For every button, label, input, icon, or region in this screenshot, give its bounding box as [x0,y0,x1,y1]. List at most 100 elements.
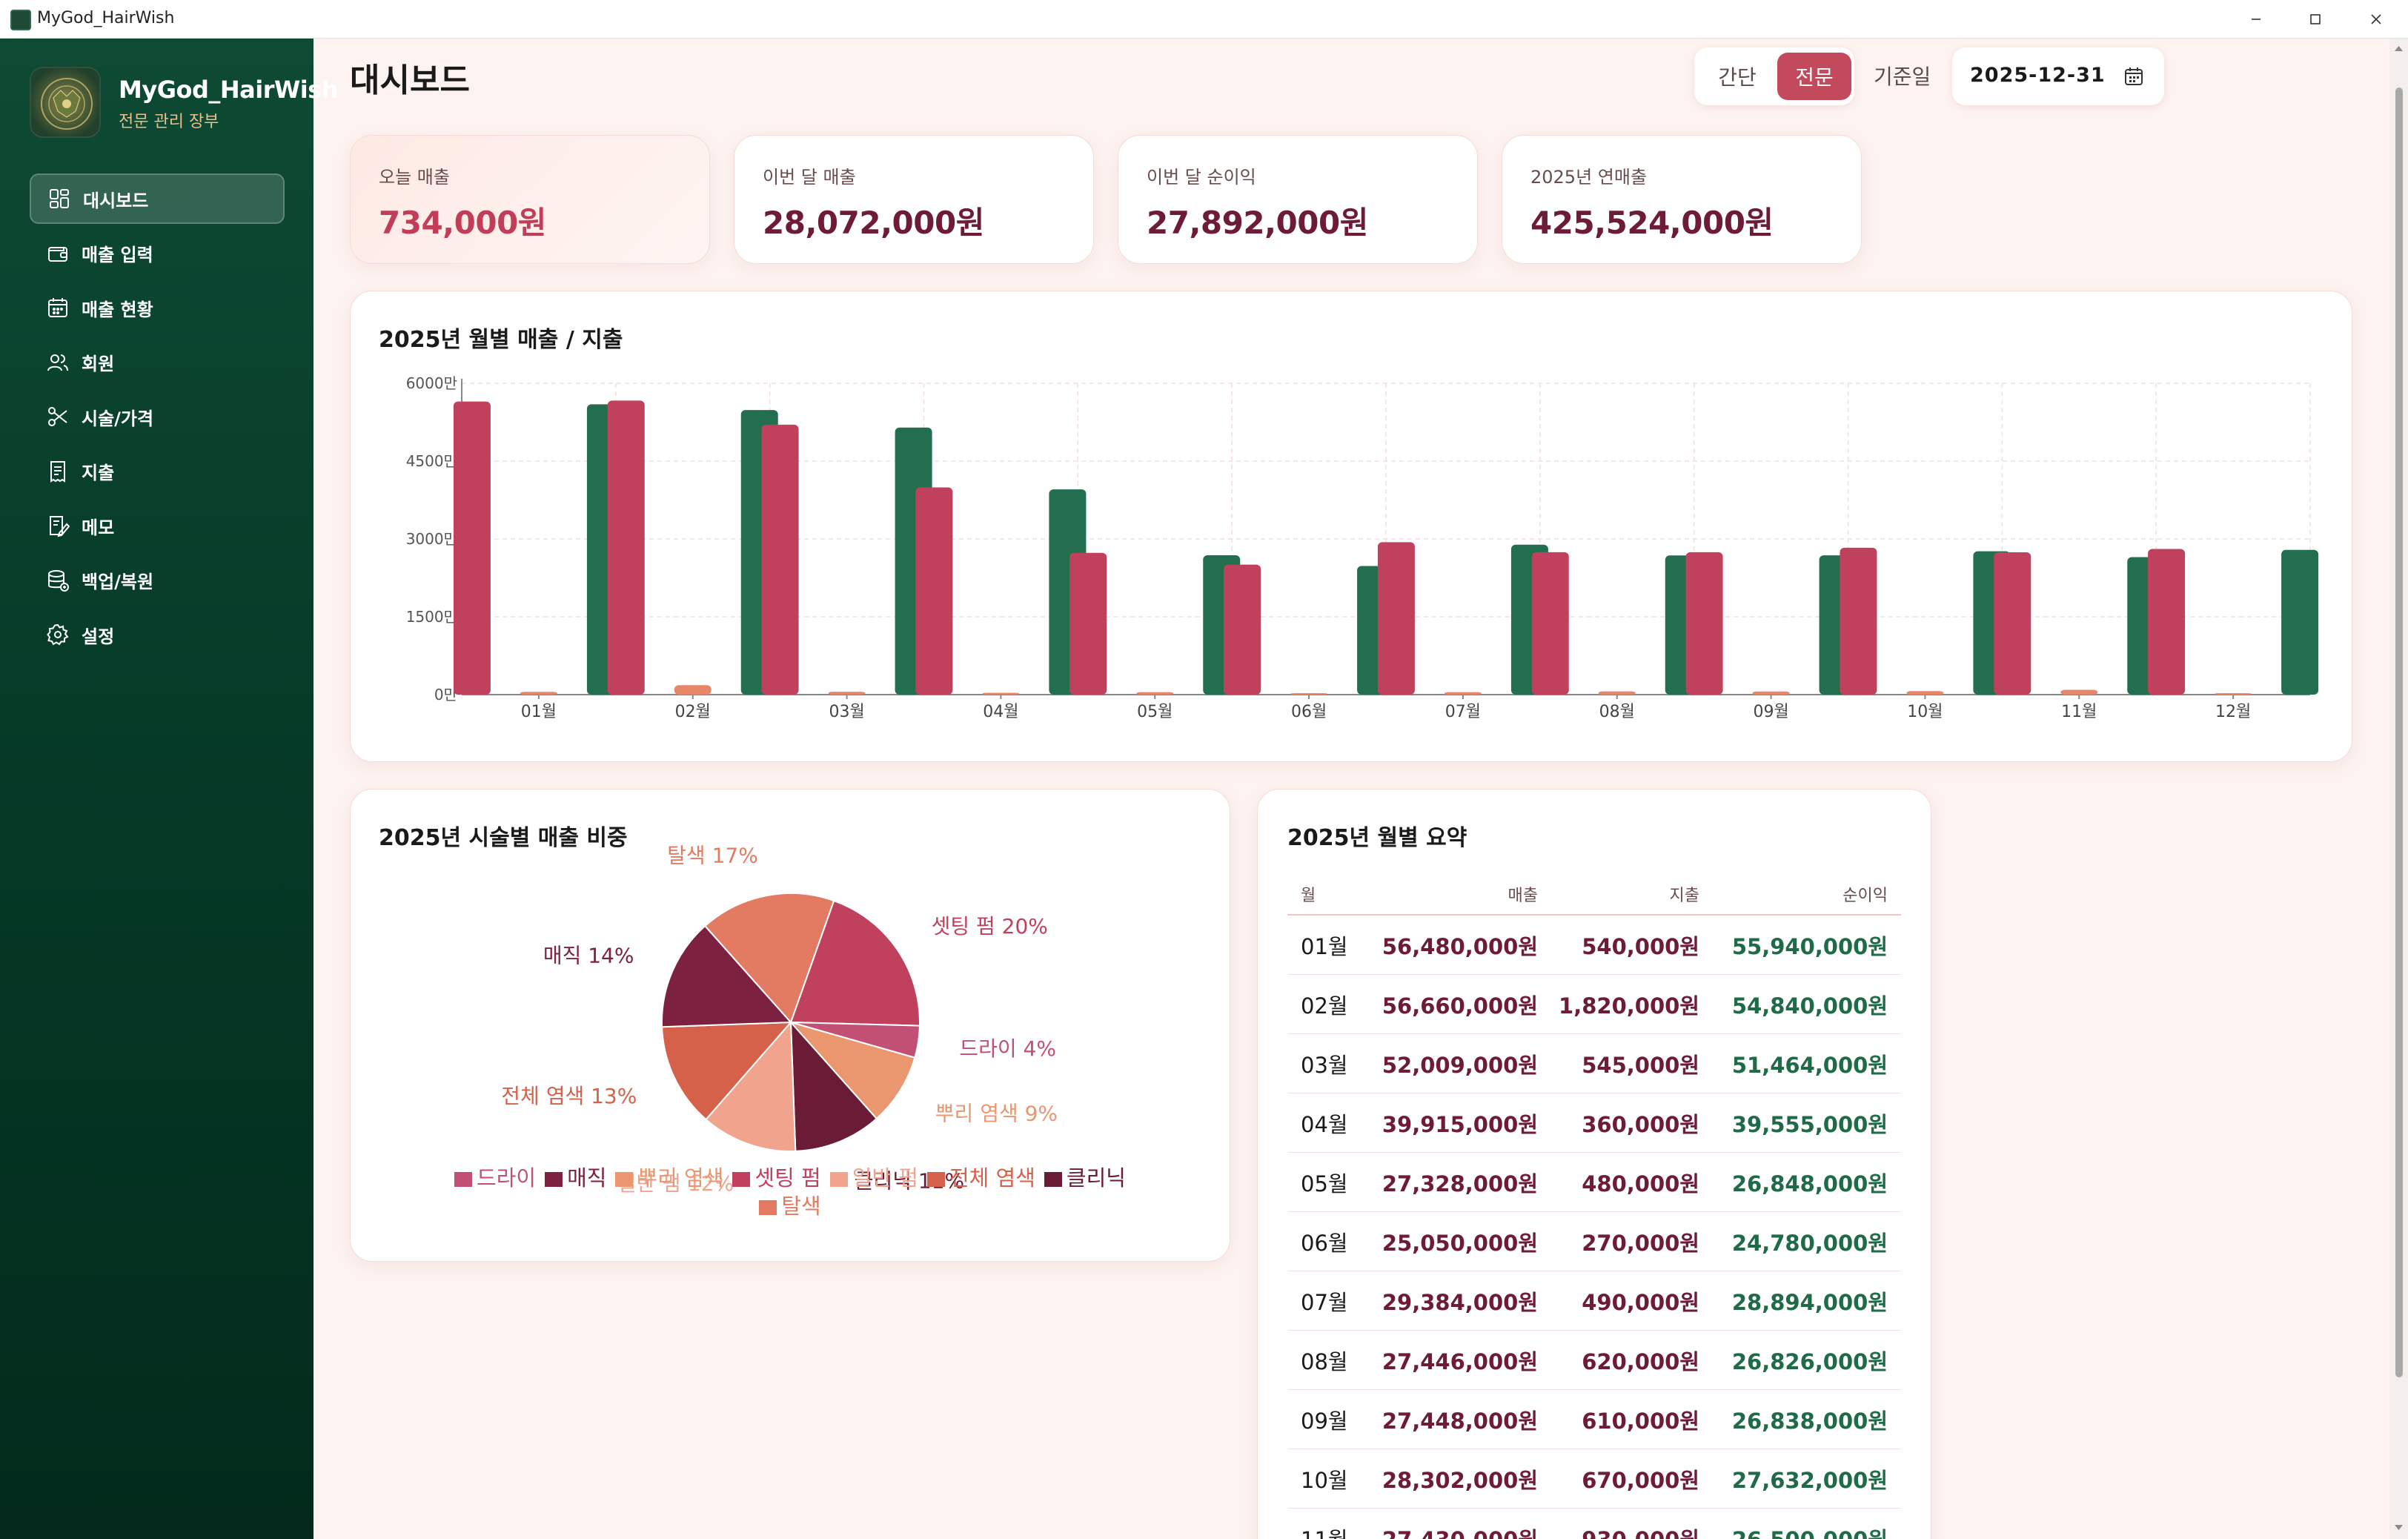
bar-revenue[interactable] [1377,542,1415,695]
close-button[interactable] [2342,0,2408,39]
y-tick-label: 6000만 [406,374,457,392]
scroll-thumb[interactable] [2395,87,2403,1377]
chart-title: 2025년 월별 매출 / 지출 [379,327,623,353]
legend-swatch [1044,1172,1062,1187]
bar-revenue[interactable] [1840,547,1877,695]
summary-title: 2025년 월별 요약 [1287,825,1467,851]
legend-item[interactable]: 드라이 [454,1164,536,1192]
bar-expense[interactable] [2215,693,2252,695]
legend-item[interactable]: 클리닉 [1044,1164,1126,1192]
pie-slice[interactable] [788,1021,916,1120]
sidebar-item-sales-input[interactable]: 매출 입력 [30,228,285,279]
bar-expense[interactable] [1906,691,1944,695]
cell-net: 27,632,000원 [1731,1467,1888,1493]
mode-simple-button[interactable]: 간단 [1718,65,1757,90]
bar-revenue[interactable] [1685,552,1723,695]
x-tick-label: 09월 [1753,703,1788,721]
cell-expense: 480,000원 [1582,1171,1699,1197]
table-row: 09월 27,448,000원 610,000원 26,838,000원 [1287,1390,1901,1449]
table-row: 08월 27,446,000원 620,000원 26,826,000원 [1287,1331,1901,1390]
table-row: 05월 27,328,000원 480,000원 26,848,000원 [1287,1153,1901,1212]
date-value: 2025-12-31 [1970,64,2106,87]
bar-revenue[interactable] [1531,552,1569,695]
maximize-button[interactable] [2281,0,2349,39]
date-picker[interactable]: 2025-12-31 [1952,47,2164,105]
bar-expense[interactable] [1752,691,1790,695]
x-tick-label: 05월 [1137,703,1173,721]
bar-expense[interactable] [1444,692,1482,695]
legend-item[interactable]: 탈색 [759,1192,821,1220]
dashboard-icon [50,189,69,208]
bar-revenue[interactable] [1069,552,1107,695]
bar-expense[interactable] [982,692,1020,695]
scroll-down-icon[interactable] [2394,1524,2404,1532]
sidebar-item-sales-status[interactable]: 매출 현황 [30,282,285,333]
legend-item[interactable]: 셋팅 펌 [732,1164,821,1192]
sidebar-item-settings[interactable]: 설정 [30,609,285,660]
x-tick-label: 10월 [1907,703,1943,721]
bar-expense[interactable] [520,692,557,695]
sidebar-item-members[interactable]: 회원 [30,337,285,388]
cell-net: 28,894,000원 [1731,1289,1888,1315]
legend-item[interactable]: 매직 [545,1164,606,1192]
bar-revenue[interactable] [915,487,953,695]
bar-expense[interactable] [828,692,866,695]
treatment-pie-chart: 셋팅 펌 20% 드라이 4% 뿌리 염색 9% 클리닉 11% 일반 펌 12% 전체 … [501,843,1058,1195]
sidebar-item-treatments[interactable]: 시술/가격 [30,391,285,442]
page-scrollbar[interactable] [2389,39,2408,1539]
cell-expense: 360,000원 [1582,1111,1699,1137]
cell-revenue: 27,448,000원 [1382,1408,1538,1434]
pie-slice[interactable] [661,924,793,1028]
x-tick-label: 07월 [1445,703,1481,721]
pie-slice[interactable] [703,893,835,1024]
cell-month: 10월 [1301,1467,1348,1493]
cell-expense: 490,000원 [1582,1289,1699,1315]
pie-slice[interactable] [705,1020,797,1152]
bar-expense[interactable] [2060,689,2098,695]
legend-label: 일반 펌 [852,1165,918,1191]
bar-expense[interactable] [674,685,712,695]
sidebar-item-memo[interactable]: 메모 [30,500,285,551]
sidebar-item-dashboard[interactable]: 대시보드 [30,173,285,224]
bar-revenue[interactable] [2148,549,2186,695]
sidebar-item-backup[interactable]: 백업/복원 [30,555,285,606]
cell-expense: 545,000원 [1582,1052,1699,1078]
legend-item[interactable]: 전체 염색 [926,1164,1035,1192]
sidebar-item-expenses[interactable]: 지출 [30,446,285,497]
cell-net: 26,848,000원 [1731,1171,1888,1197]
legend-item[interactable]: 뿌리 염색 [615,1164,723,1192]
stat-value: 27,892,000원 [1147,205,1368,241]
mode-pro-button[interactable]: 전문 [1777,53,1851,100]
bar-revenue[interactable] [1224,564,1261,695]
bar-revenue[interactable] [453,401,491,695]
legend-swatch [615,1172,634,1187]
cell-net: 55,940,000원 [1731,933,1888,959]
col-expense: 지출 [1669,887,1699,905]
sidebar-item-label: 매출 현황 [82,299,153,320]
legend-item[interactable]: 일반 펌 [829,1164,918,1192]
table-row: 11월 27,430,000원 930,000원 26,500,000원 [1287,1509,1901,1539]
bar-revenue[interactable] [607,400,645,695]
pie-slice[interactable] [661,1021,793,1121]
bar-expense[interactable] [1598,691,1636,695]
calendar-icon[interactable] [2123,65,2145,87]
table-row: 04월 39,915,000원 360,000원 39,555,000원 [1287,1093,1901,1153]
bar-expense[interactable] [1136,692,1174,695]
scroll-up-icon[interactable] [2394,44,2404,52]
bar-revenue[interactable] [761,424,799,695]
receipt-icon [50,460,65,483]
bar-revenue[interactable] [1994,552,2031,695]
stat-card-annual-sales: 2025년 연매출 425,524,000원 [1502,135,1862,264]
cell-month: 05월 [1301,1171,1348,1197]
cell-revenue: 28,302,000원 [1382,1467,1538,1493]
stat-label: 이번 달 순이익 [1147,167,1256,188]
bar-expense[interactable] [1290,693,1328,695]
calendar-icon [48,298,67,317]
pie-slice[interactable] [789,1020,878,1152]
cell-net: 26,838,000원 [1731,1408,1888,1434]
minimize-button[interactable] [2222,0,2290,39]
bar-net[interactable] [2281,549,2319,695]
cell-net: 39,555,000원 [1731,1111,1888,1137]
pie-label: 뿌리 염색 9% [935,1101,1058,1125]
